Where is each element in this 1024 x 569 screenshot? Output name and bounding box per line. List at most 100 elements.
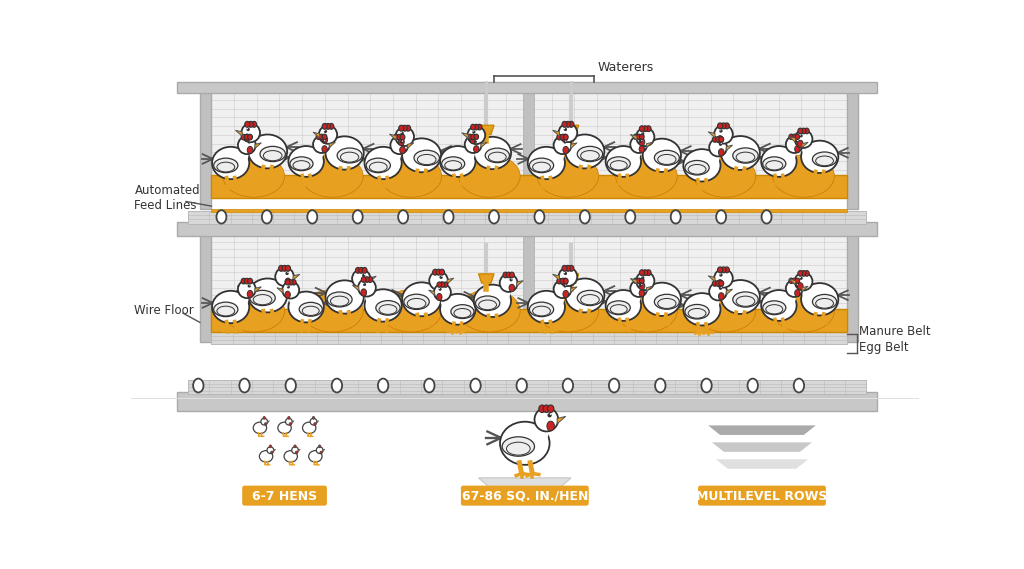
Ellipse shape — [565, 141, 566, 142]
Ellipse shape — [795, 140, 798, 143]
Ellipse shape — [553, 147, 564, 163]
Polygon shape — [429, 290, 435, 295]
Ellipse shape — [294, 445, 296, 448]
Ellipse shape — [440, 146, 475, 177]
Ellipse shape — [358, 267, 364, 273]
Ellipse shape — [399, 146, 406, 154]
Ellipse shape — [326, 281, 364, 314]
Ellipse shape — [641, 284, 642, 285]
Ellipse shape — [636, 272, 654, 290]
Ellipse shape — [361, 277, 367, 282]
Ellipse shape — [365, 147, 401, 179]
Ellipse shape — [292, 279, 296, 285]
Ellipse shape — [717, 135, 723, 143]
Polygon shape — [646, 142, 652, 147]
Ellipse shape — [403, 294, 429, 310]
Ellipse shape — [401, 141, 403, 142]
Ellipse shape — [539, 405, 546, 413]
Ellipse shape — [465, 136, 481, 153]
Ellipse shape — [719, 287, 722, 290]
Ellipse shape — [557, 278, 562, 284]
Polygon shape — [255, 287, 261, 292]
Ellipse shape — [714, 125, 733, 143]
Ellipse shape — [527, 291, 565, 323]
Ellipse shape — [286, 418, 292, 425]
Ellipse shape — [709, 293, 720, 310]
Polygon shape — [298, 449, 300, 452]
Polygon shape — [267, 420, 269, 423]
Ellipse shape — [470, 137, 476, 144]
Ellipse shape — [800, 134, 801, 135]
Ellipse shape — [397, 134, 401, 140]
Ellipse shape — [543, 405, 550, 413]
Ellipse shape — [654, 294, 679, 310]
Ellipse shape — [637, 134, 641, 139]
Ellipse shape — [327, 137, 338, 153]
Ellipse shape — [289, 279, 293, 285]
Ellipse shape — [718, 123, 723, 129]
Ellipse shape — [641, 276, 642, 278]
Ellipse shape — [380, 155, 441, 197]
Ellipse shape — [646, 126, 651, 131]
Ellipse shape — [722, 136, 733, 153]
Ellipse shape — [563, 134, 568, 140]
Ellipse shape — [634, 278, 638, 283]
Ellipse shape — [639, 126, 644, 131]
Ellipse shape — [654, 150, 679, 165]
Polygon shape — [330, 142, 336, 147]
Ellipse shape — [252, 121, 257, 127]
Ellipse shape — [797, 140, 798, 141]
Ellipse shape — [295, 451, 298, 454]
Ellipse shape — [801, 141, 839, 173]
Ellipse shape — [643, 283, 655, 299]
Ellipse shape — [316, 134, 321, 139]
Ellipse shape — [713, 137, 717, 142]
Ellipse shape — [319, 134, 324, 139]
Ellipse shape — [474, 140, 477, 143]
Ellipse shape — [646, 270, 651, 275]
Ellipse shape — [242, 278, 246, 284]
Ellipse shape — [429, 271, 447, 290]
Polygon shape — [557, 417, 566, 424]
Polygon shape — [708, 441, 816, 453]
Ellipse shape — [250, 284, 251, 286]
Ellipse shape — [358, 279, 376, 296]
Ellipse shape — [761, 290, 797, 321]
Ellipse shape — [400, 134, 404, 140]
Ellipse shape — [238, 291, 249, 307]
Ellipse shape — [566, 278, 579, 295]
Ellipse shape — [563, 141, 566, 143]
Ellipse shape — [287, 286, 288, 287]
Polygon shape — [802, 142, 808, 147]
Polygon shape — [273, 449, 275, 452]
Ellipse shape — [639, 290, 644, 296]
Ellipse shape — [800, 277, 803, 280]
Ellipse shape — [605, 146, 641, 177]
Ellipse shape — [438, 288, 441, 291]
Ellipse shape — [238, 137, 256, 154]
Ellipse shape — [398, 210, 409, 224]
Ellipse shape — [640, 278, 644, 283]
Ellipse shape — [269, 445, 271, 448]
Ellipse shape — [248, 141, 251, 143]
Polygon shape — [517, 281, 523, 286]
Text: 6-7 HENS: 6-7 HENS — [252, 490, 317, 503]
Ellipse shape — [563, 378, 573, 393]
Ellipse shape — [499, 284, 510, 301]
Ellipse shape — [773, 155, 835, 197]
Ellipse shape — [367, 158, 390, 173]
Ellipse shape — [364, 274, 366, 275]
Ellipse shape — [403, 138, 415, 155]
Ellipse shape — [792, 134, 797, 139]
Bar — [188, 211, 866, 224]
Ellipse shape — [329, 123, 334, 129]
Ellipse shape — [253, 422, 266, 434]
Text: Waterers: Waterers — [598, 61, 654, 73]
Ellipse shape — [242, 134, 246, 140]
Ellipse shape — [355, 267, 360, 273]
Polygon shape — [563, 274, 579, 283]
Ellipse shape — [580, 210, 590, 224]
Ellipse shape — [792, 278, 797, 283]
Ellipse shape — [559, 123, 578, 142]
Ellipse shape — [762, 210, 771, 224]
